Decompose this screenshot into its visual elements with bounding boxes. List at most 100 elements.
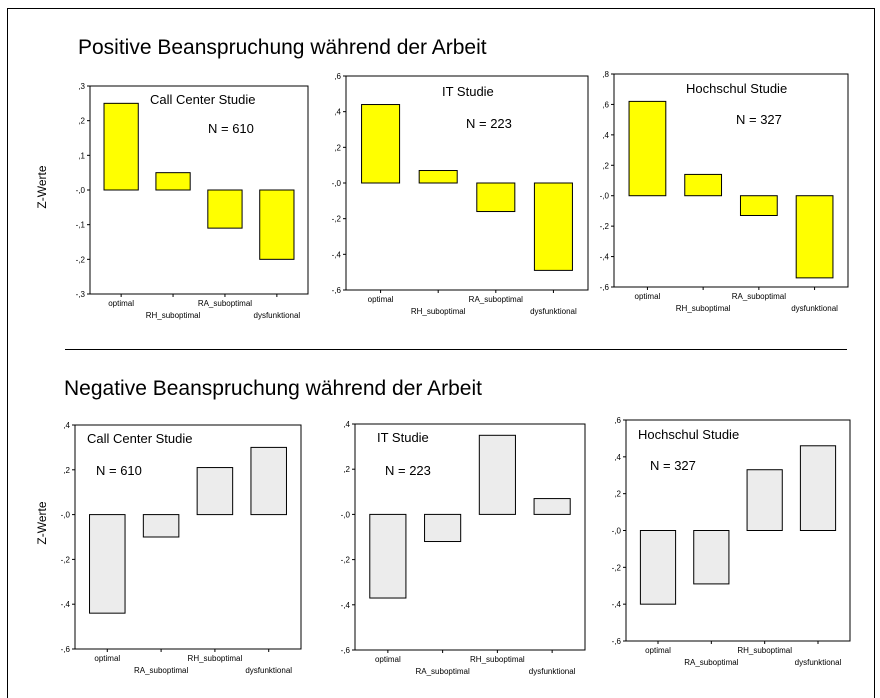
- panel-title: Hochschul Studie: [686, 81, 787, 96]
- panel-title: IT Studie: [442, 84, 494, 99]
- sample-size-label: N = 223: [385, 463, 431, 478]
- y-tick-label: -,0: [76, 186, 86, 195]
- y-tick-label: -,2: [341, 556, 351, 565]
- x-tick-label: RH_suboptimal: [737, 646, 792, 655]
- bar-dysfunktional: [533, 182, 573, 271]
- y-tick-label: -,4: [612, 600, 622, 609]
- x-tick-label: RA_suboptimal: [732, 292, 786, 301]
- bar-dysfunktional: [533, 498, 571, 515]
- y-tick-label: ,2: [343, 465, 350, 474]
- bar-optimal: [89, 514, 126, 614]
- x-tick-label: RH_suboptimal: [188, 654, 243, 663]
- bar-RH_suboptimal: [478, 434, 516, 515]
- bar-optimal: [639, 530, 677, 605]
- panel-title: IT Studie: [377, 430, 429, 445]
- y-tick-label: -,6: [612, 637, 622, 646]
- bar-RA_suboptimal: [142, 514, 180, 538]
- bar-RH_suboptimal: [684, 173, 723, 197]
- y-tick-label: ,2: [614, 490, 621, 499]
- sample-size-label: N = 223: [466, 116, 512, 131]
- x-tick-label: optimal: [94, 654, 120, 663]
- y-tick-label: ,4: [343, 420, 350, 429]
- bar-dysfunktional: [259, 189, 295, 260]
- sample-size-label: N = 610: [208, 121, 254, 136]
- negative-section-title: Negative Beanspruchung während der Arbei…: [64, 377, 482, 400]
- y-tick-label: ,4: [63, 421, 70, 430]
- bar-RH_suboptimal: [418, 170, 458, 184]
- y-tick-label: -,6: [61, 645, 71, 654]
- y-tick-label: ,2: [334, 143, 341, 152]
- y-tick-label: -,0: [341, 510, 351, 519]
- x-tick-label: optimal: [645, 646, 671, 655]
- y-tick-label: ,2: [602, 161, 609, 170]
- x-tick-label: dysfunktional: [529, 667, 576, 676]
- bar-RA_suboptimal: [693, 530, 730, 585]
- y-tick-label: ,6: [602, 100, 609, 109]
- y-tick-label: ,6: [334, 72, 341, 81]
- y-tick-label: -,4: [332, 250, 342, 259]
- x-tick-label: dysfunktional: [530, 307, 577, 316]
- bar-RH_suboptimal: [155, 172, 191, 191]
- bar-RH_suboptimal: [196, 467, 234, 516]
- bar-RA_suboptimal: [739, 195, 778, 216]
- y-tick-label: -,4: [61, 600, 71, 609]
- y-tick-label: -,0: [61, 511, 71, 520]
- y-tick-label: -,3: [76, 290, 86, 299]
- panel-title: Call Center Studie: [150, 92, 256, 107]
- y-tick-label: -,2: [61, 555, 71, 564]
- bar-RH_suboptimal: [746, 469, 783, 532]
- x-tick-label: optimal: [108, 299, 134, 308]
- bar-optimal: [103, 102, 139, 191]
- x-tick-label: RH_suboptimal: [146, 311, 201, 320]
- x-tick-label: RA_suboptimal: [198, 299, 252, 308]
- bar-RA_suboptimal: [207, 189, 243, 229]
- y-tick-label: -,0: [612, 527, 622, 536]
- y-tick-label: -,4: [341, 601, 351, 610]
- y-tick-label: -,2: [600, 222, 610, 231]
- bar-dysfunktional: [799, 445, 837, 531]
- bar-optimal: [369, 513, 407, 599]
- y-tick-label: -,1: [76, 221, 86, 230]
- x-tick-label: RA_suboptimal: [684, 658, 738, 667]
- plot-area-pos-hochschul: [613, 73, 849, 288]
- y-tick-label: ,6: [614, 416, 621, 425]
- x-tick-label: RA_suboptimal: [469, 295, 523, 304]
- x-tick-label: RA_suboptimal: [134, 666, 188, 675]
- x-tick-label: dysfunktional: [254, 311, 301, 320]
- y-tick-label: -,6: [332, 286, 342, 295]
- y-tick-label: -,2: [76, 255, 86, 264]
- y-tick-label: ,2: [63, 466, 70, 475]
- plot-area-neg-callcenter: [74, 424, 302, 650]
- y-tick-label: ,3: [78, 82, 85, 91]
- section-divider: [65, 349, 847, 350]
- y-tick-label: ,2: [78, 117, 85, 126]
- bar-dysfunktional: [250, 446, 287, 516]
- x-tick-label: optimal: [375, 655, 401, 664]
- x-tick-label: optimal: [635, 292, 661, 301]
- bar-optimal: [361, 104, 401, 184]
- bar-optimal: [628, 100, 667, 197]
- sample-size-label: N = 327: [650, 458, 696, 473]
- x-tick-label: RH_suboptimal: [411, 307, 466, 316]
- y-tick-label: ,1: [78, 151, 85, 160]
- y-tick-label: -,2: [612, 563, 622, 572]
- x-tick-label: RA_suboptimal: [415, 667, 469, 676]
- y-tick-label: ,4: [614, 453, 621, 462]
- sample-size-label: N = 327: [736, 112, 782, 127]
- y-tick-label: -,6: [341, 646, 351, 655]
- panel-title: Hochschul Studie: [638, 427, 739, 442]
- bar-RA_suboptimal: [476, 182, 516, 213]
- positive-section-title: Positive Beanspruchung während der Arbei…: [78, 36, 487, 59]
- figure-frame: [7, 8, 875, 698]
- panel-title: Call Center Studie: [87, 431, 193, 446]
- y-tick-label: -,0: [600, 192, 610, 201]
- y-tick-label: ,8: [602, 70, 609, 79]
- x-tick-label: dysfunktional: [791, 304, 838, 313]
- y-tick-label: -,4: [600, 253, 610, 262]
- plot-area-neg-it: [354, 423, 586, 651]
